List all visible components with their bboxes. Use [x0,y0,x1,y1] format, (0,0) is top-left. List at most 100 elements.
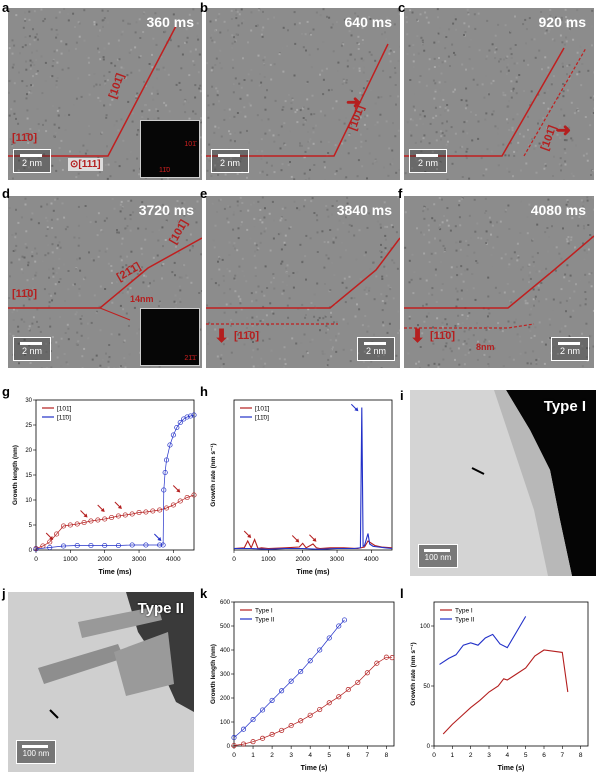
y-axis-label: Growth length (nm) [12,445,19,505]
data-point [184,494,190,501]
tem-panel-e: 3840 ms ⬇ [11̄0] 2 nm [206,196,400,368]
series-line [233,619,345,738]
data-point [157,542,163,548]
annotation-arrowhead [157,537,162,541]
data-point [81,519,87,526]
legend-entry: [101̄] [255,406,270,413]
time-label: 4080 ms [530,202,586,218]
scale-bar: 2 nm [551,337,589,361]
direction-label-1: [11̄0] [234,330,260,342]
chart-k-svg: 0 1 2 3 4 5 6 7 8 0 100 200 300 400 500 600 Time (s) Grow… [210,600,395,772]
nanorod-1 [38,644,124,684]
data-point [184,414,190,420]
y-tick-label: 100 [420,624,431,630]
data-point [307,712,313,718]
data-point [95,517,101,523]
y-tick-label: 30 [25,398,32,404]
data-point [326,700,332,706]
legend-entry: Type II [255,617,275,624]
data-point [170,502,176,508]
x-axis-label: Time (ms) [99,569,132,576]
x-tick-label: 1000 [63,556,78,563]
y-tick-label: 10 [25,498,32,504]
y-tick-label: 400 [220,648,231,654]
growth-layer [494,390,572,576]
data-point [317,647,323,653]
tem-texture [206,8,400,180]
x-tick-label: 2 [469,752,473,759]
fft-label-2: 11̄0 [159,167,171,174]
scale-bar: 2 nm [409,149,447,173]
growth-arrow: ⬇ [214,326,230,346]
data-point [167,442,173,448]
data-point [88,518,94,524]
data-point [298,669,304,675]
data-point [326,635,332,641]
nanorod-2 [78,606,162,638]
tem-panel-c: 920 ms ➜ [101̄] 2 nm [404,8,594,180]
time-label: 3720 ms [138,202,194,218]
data-point [317,706,323,713]
legend-entry: Type I [455,608,473,615]
x-axis-label: Time (s) [498,765,525,772]
tem-texture [404,196,594,368]
plot-frame [35,399,195,551]
legend-entry: Type I [255,608,273,615]
data-point [383,654,389,660]
chart-k: 0 1 2 3 4 5 6 7 8 0 100 200 300 400 500 600 Time (s) Grow… [206,592,402,776]
data-point [191,412,197,418]
interface-line [206,237,400,309]
panel-label-f: f [398,186,403,201]
y-tick-label: 15 [25,473,32,479]
scale-bar: 100 nm [418,544,458,568]
measurement-label: 14nm [130,294,154,304]
data-point [174,424,180,431]
data-point [177,498,183,504]
data-point [54,531,60,537]
interface-line-dashed [404,323,535,329]
growth-arrow: ➜ [346,92,362,112]
y-axis-label: Growth rate (nm s⁻¹) [210,443,217,506]
data-point [260,707,266,713]
annotation-arrowhead [83,513,88,518]
x-tick-label: 0 [432,752,436,759]
annotation-arrowhead [354,407,359,412]
tem-image-i [471,390,596,576]
panel-label-i: i [400,388,404,403]
data-point [122,512,128,518]
chart-label-l: l [400,586,404,601]
x-tick-label: 1000 [261,556,276,563]
tem-texture [404,8,594,180]
series-line [35,414,195,550]
series-line [233,656,393,746]
chart-l: 0 1 2 3 4 5 6 7 8 0 50 100 Time (s) Growth rate (nm s… [406,592,596,776]
x-tick-label: 5 [524,752,528,759]
data-point [129,511,135,517]
scale-bar: 2 nm [13,149,51,173]
panel-label-a: a [2,0,10,15]
data-point [88,542,94,549]
x-tick-label: 4 [506,752,510,759]
interface-line-dashed [523,47,587,157]
interface-line [8,237,202,309]
data-point [250,717,256,723]
x-tick-label: 0 [232,752,236,759]
data-point [307,658,313,664]
x-tick-label: 6 [346,752,350,759]
y-tick-label: 0 [427,744,431,750]
data-point [269,697,275,703]
data-point [389,655,395,661]
chart-g: 0 1000 2000 3000 4000 0 5 10 15 20 25 30 Time (ms) Gr… [8,390,202,580]
tem-panel-j: Type II 100 nm [8,592,194,772]
plot-frame [233,399,393,551]
data-point [177,419,183,426]
annotation-arrowhead [295,538,300,543]
panel-label-c: c [398,0,406,15]
x-tick-label: 3 [487,752,491,759]
x-tick-label: 1 [251,752,255,759]
data-point [188,413,194,419]
pointer-arrow [49,709,59,719]
measurement-label: 8nm [476,342,495,352]
tem-panel-a: 360 ms [101̄] [11̄0] 101̄ 11̄0 ⊙[111] 2 … [8,8,202,180]
y-tick-label: 600 [220,600,231,606]
